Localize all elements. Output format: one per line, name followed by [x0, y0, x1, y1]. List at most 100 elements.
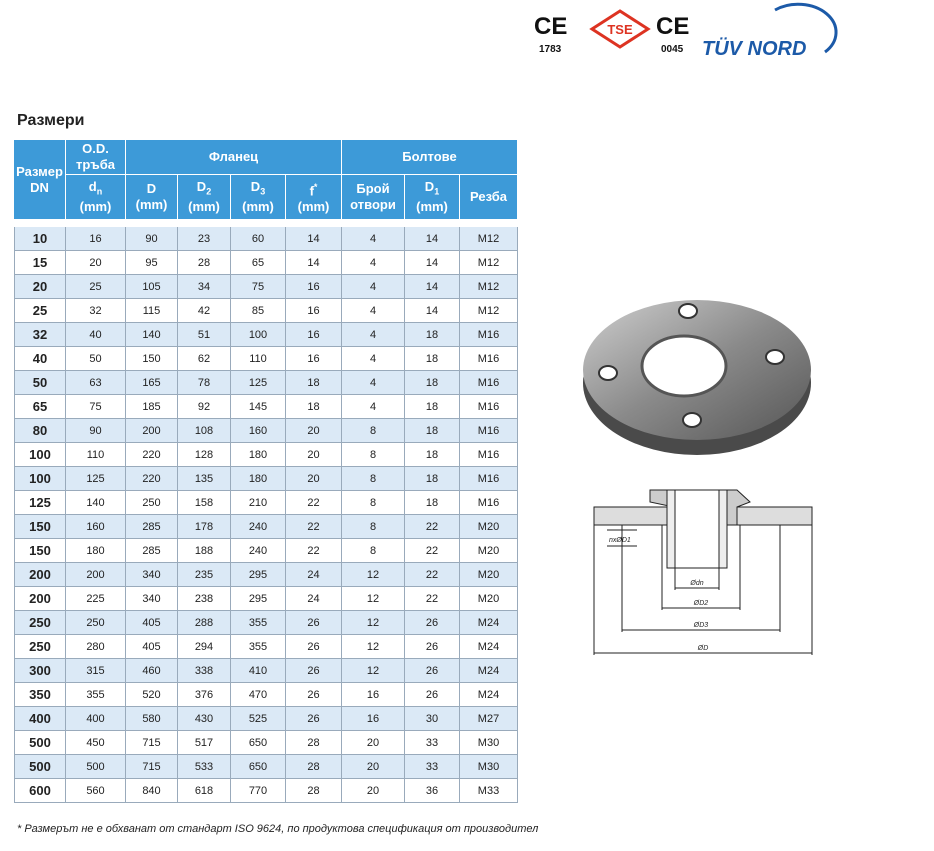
header-symbol: D	[147, 181, 156, 197]
table-cell: 22	[405, 587, 460, 611]
header-unit: (mm)	[188, 199, 220, 215]
table-cell: M24	[460, 635, 518, 659]
header-cell: O.D. тръба	[66, 140, 126, 175]
tuv-mark: TÜV NORD	[702, 37, 806, 60]
row-header: 100	[14, 467, 66, 491]
table-cell: 12	[342, 563, 405, 587]
row-header: 50	[14, 371, 66, 395]
table-cell: 75	[66, 395, 126, 419]
table-cell: 285	[126, 515, 178, 539]
table-cell: 770	[231, 779, 286, 803]
header-symbol: D2	[197, 179, 211, 200]
table-cell: 16	[342, 683, 405, 707]
table-cell: 200	[66, 563, 126, 587]
bolt-hole	[598, 365, 618, 381]
table-cell: 62	[178, 347, 231, 371]
table-cell: 715	[126, 755, 178, 779]
table-cell: 560	[66, 779, 126, 803]
table-cell: 4	[342, 395, 405, 419]
table-cell: M12	[460, 251, 518, 275]
table-cell: 240	[231, 539, 286, 563]
table-cell: 150	[126, 347, 178, 371]
table-cell: 18	[286, 395, 342, 419]
table-cell: 105	[126, 275, 178, 299]
table-cell: 158	[178, 491, 231, 515]
row-header: 250	[14, 635, 66, 659]
table-cell: 42	[178, 299, 231, 323]
row-header: 150	[14, 539, 66, 563]
table-cell: 250	[66, 611, 126, 635]
header-unit: (mm)	[242, 199, 274, 215]
table-cell: 180	[66, 539, 126, 563]
section-drawing: nxØD1 Ødn ØD2 ØD3 ØD	[593, 489, 813, 655]
header-symbol: Резба	[470, 189, 507, 205]
header-unit: (mm)	[79, 199, 112, 215]
table-cell: 28	[286, 755, 342, 779]
flange-photo	[583, 300, 811, 455]
table-cell: 4	[342, 227, 405, 251]
table-cell: 16	[286, 299, 342, 323]
table-cell: 28	[286, 779, 342, 803]
table-cell: 110	[66, 443, 126, 467]
dim-label: Ødn	[689, 580, 703, 587]
table-cell: 28	[286, 731, 342, 755]
ce-mark: CE	[656, 13, 689, 40]
table-cell: 14	[286, 227, 342, 251]
table-cell: 32	[66, 299, 126, 323]
symbol: D	[250, 178, 261, 194]
table-cell: M20	[460, 587, 518, 611]
table-cell: 410	[231, 659, 286, 683]
header-unit: (mm)	[297, 199, 330, 215]
subscript: 1	[434, 186, 440, 197]
table-cell: 355	[66, 683, 126, 707]
table-cell: 340	[126, 587, 178, 611]
row-header: 20	[14, 275, 66, 299]
table-cell: 20	[286, 443, 342, 467]
table-cell: 520	[126, 683, 178, 707]
table-cell: M30	[460, 755, 518, 779]
table-cell: 85	[231, 299, 286, 323]
table-cell: 22	[405, 539, 460, 563]
table-cell: 140	[66, 491, 126, 515]
table-cell: 24	[286, 563, 342, 587]
table-cell: 23	[178, 227, 231, 251]
table-cell: M12	[460, 299, 518, 323]
table-cell: 8	[342, 539, 405, 563]
table-cell: 210	[231, 491, 286, 515]
table-cell: 60	[231, 227, 286, 251]
ce-number: 0045	[661, 44, 684, 55]
header-cell: Фланец	[126, 140, 342, 175]
ce-number: 1783	[539, 44, 562, 55]
symbol: f	[309, 183, 314, 199]
table-cell: 8	[342, 491, 405, 515]
dim-label: ØD2	[693, 600, 709, 607]
header-unit: (mm)	[135, 197, 168, 212]
table-cell: 500	[66, 755, 126, 779]
table-cell: 50	[66, 347, 126, 371]
table-cell: 235	[178, 563, 231, 587]
table-cell: 240	[231, 515, 286, 539]
table-cell: 180	[231, 443, 286, 467]
table-cell: 28	[178, 251, 231, 275]
table-cell: 26	[405, 611, 460, 635]
table-cell: 22	[286, 491, 342, 515]
table-cell: 30	[405, 707, 460, 731]
table-cell: 225	[66, 587, 126, 611]
table-cell: 26	[286, 635, 342, 659]
table-cell: 250	[126, 491, 178, 515]
table-cell: 4	[342, 323, 405, 347]
table-cell: 20	[342, 731, 405, 755]
table-cell: 355	[231, 635, 286, 659]
dim-label: ØD3	[693, 622, 709, 629]
header-unit: отвори	[350, 197, 396, 212]
table-cell: 20	[66, 251, 126, 275]
table-cell: 33	[405, 731, 460, 755]
plate-right	[736, 506, 813, 526]
table-cell: 63	[66, 371, 126, 395]
header-symbol: dn	[89, 179, 102, 200]
table-cell: 4	[342, 251, 405, 275]
row-header: 15	[14, 251, 66, 275]
table-cell: 12	[342, 611, 405, 635]
row-header: 10	[14, 227, 66, 251]
table-cell: 400	[66, 707, 126, 731]
